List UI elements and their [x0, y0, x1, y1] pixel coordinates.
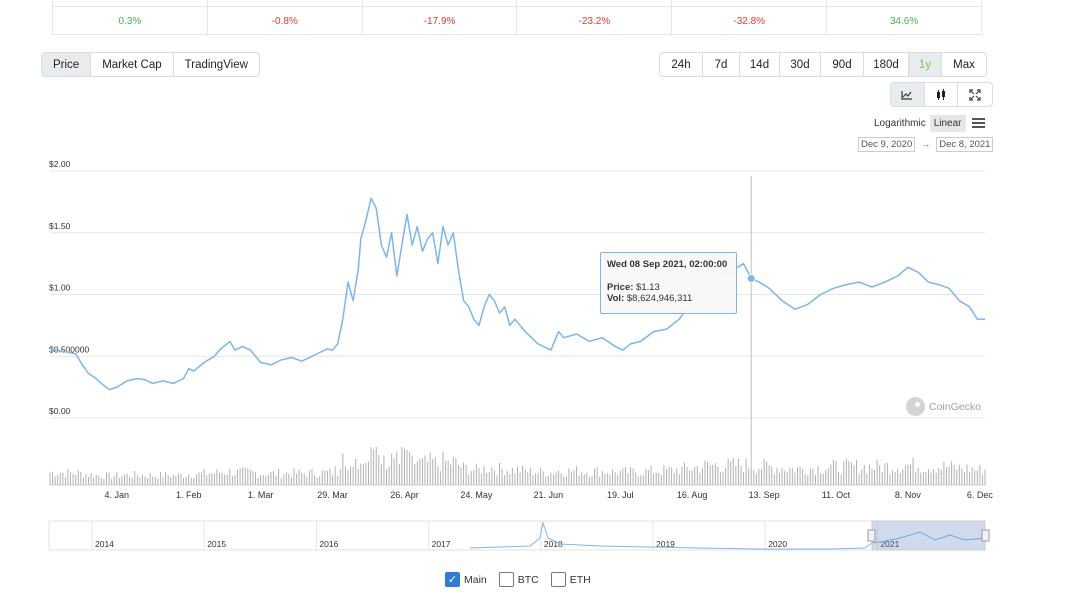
- tooltip-vol-label: Vol:: [607, 293, 625, 304]
- range-tabs: 24h 7d 14d 30d 90d 180d 1y Max: [659, 52, 987, 77]
- view-mode-tabs: [890, 82, 993, 107]
- perf-change-cell: 34.6%: [889, 15, 919, 27]
- navigator-right-handle[interactable]: [981, 529, 990, 542]
- legend-label: Main: [464, 573, 487, 586]
- line-chart-icon: [901, 90, 913, 100]
- range-tab-24h[interactable]: 24h: [660, 53, 703, 76]
- x-tick-label: 26. Apr: [390, 490, 419, 500]
- linear-option[interactable]: Linear: [929, 114, 966, 132]
- date-range: Dec 9, 2020 → Dec 8, 2021: [858, 136, 994, 152]
- x-tick-label: 6. Dec: [967, 490, 994, 500]
- navigator-year-label: 2015: [207, 539, 226, 549]
- price-line: [49, 197, 985, 391]
- navigator-year-label: 2017: [432, 539, 451, 549]
- range-tab-180d[interactable]: 180d: [864, 53, 909, 76]
- navigator-year-label: 2021: [880, 539, 899, 549]
- tab-market-cap[interactable]: Market Cap: [91, 53, 174, 76]
- tab-tradingview[interactable]: TradingView: [184, 58, 248, 71]
- x-tick-label: 13. Sep: [749, 490, 780, 500]
- x-tick-label: 8. Nov: [895, 490, 922, 500]
- x-tick-label: 1. Feb: [176, 490, 202, 500]
- candlestick-button[interactable]: [925, 83, 959, 106]
- tooltip-vol-line: Vol: $8,624,946,311: [607, 293, 730, 304]
- legend-item-btc[interactable]: BTC: [498, 572, 539, 587]
- navigator-series: [469, 521, 986, 550]
- candlestick-icon: [937, 88, 945, 100]
- perf-change-cell: -23.2%: [517, 6, 673, 34]
- navigator-year-label: 2018: [544, 539, 563, 549]
- x-tick-label: 4. Jan: [105, 490, 130, 500]
- tooltip-price-line: Price: $1.13: [607, 282, 730, 293]
- perf-table-top: [52, 0, 982, 6]
- tooltip-price-value: $1.13: [636, 282, 660, 293]
- legend-label: BTC: [517, 573, 539, 586]
- tab-price[interactable]: Price: [42, 53, 92, 76]
- x-tick-label: 19. Jul: [607, 490, 634, 500]
- coingecko-watermark: CoinGecko: [906, 397, 981, 416]
- legend-item-eth[interactable]: ETH: [550, 572, 591, 587]
- y-tick-label: $0.500000: [49, 344, 89, 354]
- line-chart-button[interactable]: [891, 83, 925, 106]
- scale-selector: Logarithmic Linear: [870, 114, 985, 132]
- logarithmic-option[interactable]: Logarithmic: [874, 117, 926, 129]
- hover-point: [746, 273, 756, 283]
- chart-type-tabs: Price Market Cap TradingView: [41, 52, 260, 77]
- range-tab-14d[interactable]: 14d: [740, 53, 780, 76]
- coingecko-logo-icon: [906, 397, 925, 416]
- navigator-selection[interactable]: [871, 520, 986, 551]
- price-chart[interactable]: $0.00 $0.500000 $1.00 $1.50 $2.00 4. Jan 1. Fe…: [0, 160, 1077, 560]
- y-tick-label: $0.00: [49, 406, 71, 416]
- fullscreen-icon: [969, 88, 981, 101]
- range-tab-90d[interactable]: 90d: [821, 53, 864, 76]
- x-tick-label: 11. Oct: [822, 490, 851, 500]
- tooltip-vol-value: $8,624,946,311: [626, 293, 693, 304]
- date-arrow: →: [921, 139, 931, 149]
- perf-change-cell: -0.8%: [208, 6, 363, 34]
- tooltip-price-label: Price:: [607, 282, 634, 293]
- navigator-year-label: 2014: [95, 539, 114, 549]
- perf-change-cell: 0.3%: [53, 6, 208, 34]
- tooltip-title: Wed 08 Sep 2021, 02:00:00: [607, 259, 728, 270]
- series-legend: ✓ Main BTC ETH: [445, 572, 591, 587]
- chart-tooltip: Wed 08 Sep 2021, 02:00:00 Price: $1.13 V…: [600, 252, 737, 314]
- date-from-input[interactable]: Dec 9, 2020: [858, 136, 916, 152]
- x-tick-label: 24. May: [460, 490, 493, 500]
- date-to-input[interactable]: Dec 8, 2021: [936, 136, 994, 152]
- perf-change-cell: -32.8%: [672, 6, 828, 34]
- navigator-year-label: 2019: [656, 539, 675, 549]
- y-tick-label: $2.00: [49, 160, 71, 169]
- perf-change-cell: -17.9%: [363, 6, 518, 34]
- x-tick-label: 29. Mar: [317, 490, 348, 500]
- x-tick-label: 21. Jun: [534, 490, 564, 500]
- y-tick-label: $1.50: [49, 221, 71, 231]
- y-tick-label: $1.00: [49, 283, 71, 293]
- legend-label: ETH: [569, 573, 591, 586]
- range-tab-1y[interactable]: 1y: [909, 53, 942, 76]
- legend-checkbox[interactable]: [498, 572, 514, 587]
- range-tab-30d[interactable]: 30d: [780, 53, 821, 76]
- fullscreen-button[interactable]: [958, 83, 992, 106]
- navigator-year-label: 2020: [768, 539, 787, 549]
- navigator-left-handle[interactable]: [867, 529, 876, 542]
- legend-checkbox[interactable]: ✓: [445, 572, 460, 587]
- range-tab-max[interactable]: Max: [953, 58, 975, 71]
- navigator-frame: [48, 520, 986, 551]
- watermark-text: CoinGecko: [929, 400, 981, 413]
- x-tick-label: 16. Aug: [677, 490, 708, 500]
- menu-icon[interactable]: [971, 118, 985, 128]
- navigator-year-label: 2016: [319, 539, 338, 549]
- x-tick-label: 1. Mar: [248, 490, 274, 500]
- legend-checkbox[interactable]: [550, 572, 566, 587]
- performance-table: 0.3% -0.8% -17.9% -23.2% -32.8% 34.6%: [52, 6, 982, 35]
- legend-item-main[interactable]: ✓ Main: [445, 572, 487, 587]
- range-tab-7d[interactable]: 7d: [703, 53, 740, 76]
